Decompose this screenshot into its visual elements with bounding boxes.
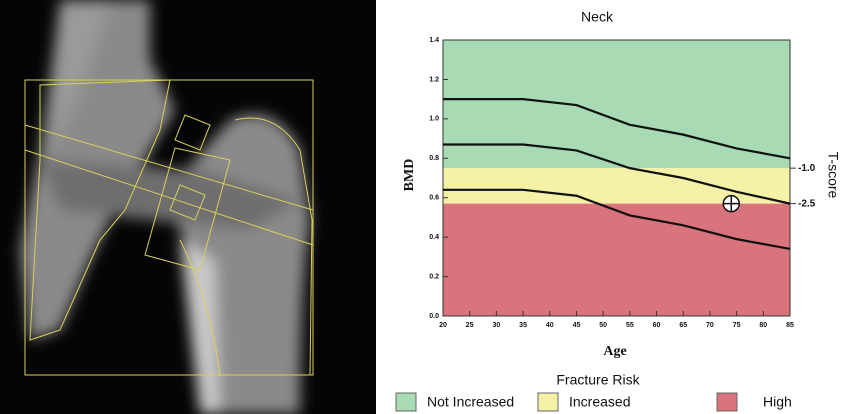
y-tick-label: 1.0 (429, 116, 439, 123)
legend-title: Fracture Risk (556, 372, 640, 388)
legend-swatch (538, 393, 558, 411)
legend-label: Not Increased (427, 394, 514, 410)
y2-axis-label: T-score (825, 152, 841, 199)
chart-title: Neck (581, 9, 614, 25)
x-axis-label: Age (603, 344, 626, 359)
y-tick-label: 0.4 (429, 234, 439, 241)
legend-swatch (396, 393, 416, 411)
x-tick-label: 60 (653, 322, 661, 329)
y-tick-label: 1.4 (429, 37, 439, 44)
x-tick-label: 30 (492, 322, 500, 329)
x-tick-label: 40 (546, 322, 554, 329)
dxa-scan (0, 0, 376, 414)
page: Neck Age BMD T-score Fracture Risk 0.0 0.… (0, 0, 841, 414)
legend-label: High (763, 394, 792, 410)
x-tick-label: 85 (786, 322, 794, 329)
legend-label: Increased (569, 394, 630, 410)
x-tick-label: 35 (519, 322, 527, 329)
x-tick-label: 20 (439, 322, 447, 329)
x-tick-label: 55 (626, 322, 634, 329)
y2-tick-label: -2.5 (798, 198, 816, 209)
x-tick-label: 80 (759, 322, 767, 329)
x-tick-label: 65 (679, 322, 687, 329)
y-tick-label: 0.0 (429, 313, 439, 320)
x-tick-label: 50 (599, 322, 607, 329)
legend-swatch (717, 393, 737, 411)
risk-band (443, 204, 790, 316)
x-tick-label: 75 (733, 322, 741, 329)
patient-point (723, 196, 739, 212)
x-tick-label: 70 (706, 322, 714, 329)
x-tick-label: 45 (573, 322, 581, 329)
y-axis-label: BMD (402, 159, 417, 192)
y-tick-label: 1.2 (429, 76, 439, 83)
y2-tick-label: -1.0 (798, 163, 816, 174)
x-tick-label: 25 (466, 322, 474, 329)
y-tick-label: 0.2 (429, 273, 439, 280)
y-tick-label: 0.8 (429, 155, 439, 162)
y-tick-label: 0.6 (429, 195, 439, 202)
